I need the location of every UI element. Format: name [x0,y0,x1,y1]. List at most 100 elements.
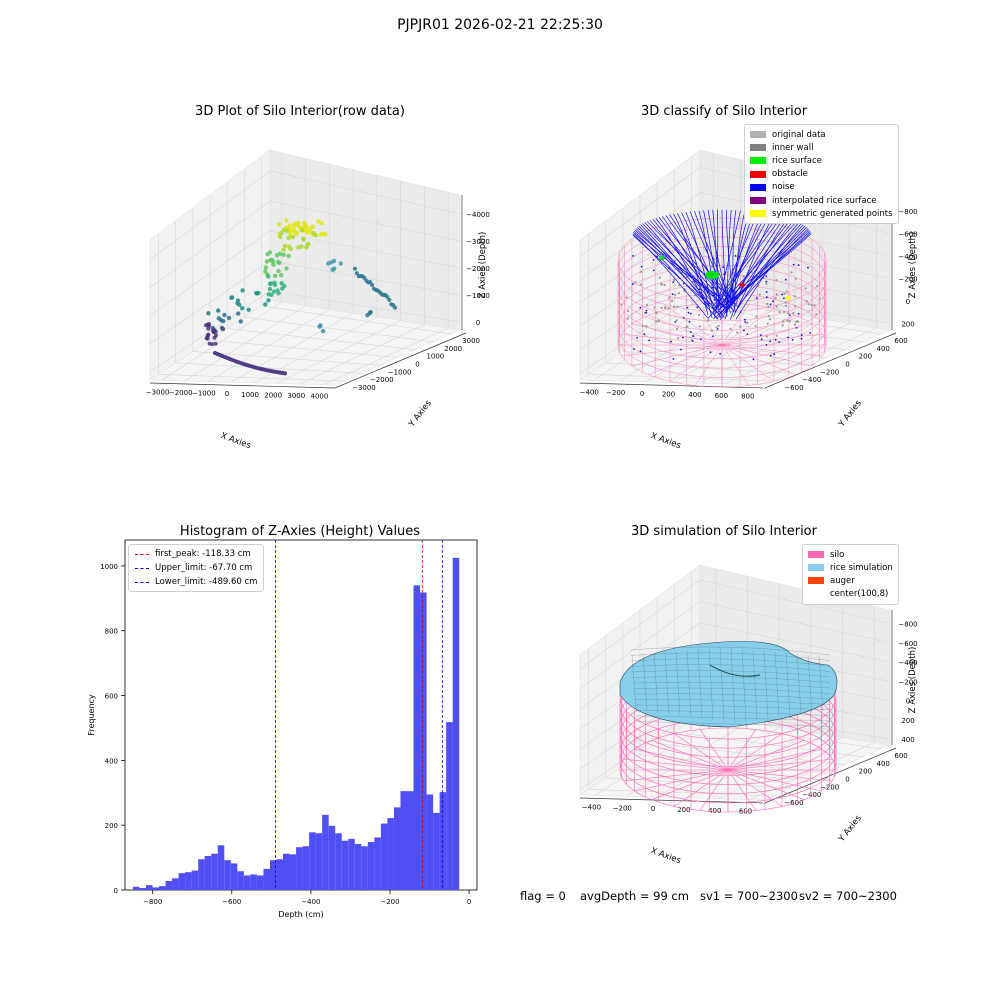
x-tick-label: −400 [580,388,599,396]
z-axis-label: Z Axies (Depth) [908,647,918,714]
rice-surface-mark [659,255,665,261]
noise-point [755,297,758,299]
mesh-line [630,658,831,667]
mesh-line [818,655,824,712]
z-axis-label: Z Axies (Depth) [908,232,918,299]
data-point [287,223,292,228]
legend-label: obstacle [772,169,808,180]
x-tick-label: 0 [651,805,655,813]
grey-point [787,312,790,315]
data-point [306,228,311,233]
z-tick-label: 200 [901,717,914,725]
histogram-bar [243,875,251,890]
histogram-bar [263,868,270,890]
grey-point [667,307,670,310]
histogram-bar [322,814,329,890]
histogram-bar [204,855,212,890]
grey-point [657,319,660,322]
grid-z-line [579,242,891,327]
grey-point [640,283,643,286]
histogram-bar [198,859,205,890]
noise-point [648,339,650,342]
grid-y-line [622,207,810,366]
grey-point [810,303,813,307]
panel3-title: Histogram of Z-Axies (Height) Values [179,524,421,539]
data-point [221,318,226,324]
data-point [274,253,280,258]
data-point [291,227,296,233]
grid-x-line [300,186,425,385]
grey-point [790,271,793,274]
noise-point [760,338,763,341]
histogram-bar [217,845,225,890]
silo-floor-spoke [727,740,805,771]
histogram-bar [433,812,440,890]
histogram-bar [439,792,447,890]
mesh-line [697,648,703,719]
mesh-line [653,652,659,713]
grey-point [639,270,642,273]
grey-point [676,305,679,308]
legend-label: rice simulation [830,562,893,573]
silo-floor-spoke [673,733,729,771]
y-tick-label: 600 [894,752,907,760]
grey-point [804,287,807,290]
x-axis-label: X Axies [649,431,682,451]
noise-point [781,293,784,296]
noise-point [672,281,675,283]
grey-point [793,295,796,298]
y-tick-label: 600 [105,693,118,701]
noise-point [632,283,634,285]
histogram-bar [348,838,355,890]
panel1-title: 3D Plot of Silo Interior(row data) [195,104,405,119]
mesh-line [633,687,831,694]
silo-floor-spoke [721,344,813,367]
noise-point [746,333,749,335]
legend-swatch [750,144,766,152]
noise-streak [669,214,730,303]
noise-point [682,317,685,319]
legend-line-swatch [135,581,149,583]
y-tick-label: 400 [877,760,890,768]
grid-x-line [230,169,354,383]
grey-point [645,325,648,328]
legend-label: rice surface [772,155,822,166]
silo-wireframe [617,217,827,388]
grey-point [698,325,701,328]
grid-z-line [579,579,891,670]
data-point [271,262,276,267]
mesh-line [664,651,670,715]
grey-point [627,309,630,312]
histogram-bar [380,823,388,890]
data-point [269,292,274,297]
floor-pane [149,299,462,386]
mesh-line [675,650,681,716]
histogram-bar [426,794,434,890]
noise-point [632,255,635,257]
grey-point [778,311,781,314]
legend-item: first_peak: -118.33 cm [135,547,257,561]
noise-point [711,286,714,289]
silo-floor-spoke [631,344,723,367]
grid-z-line [579,217,891,304]
grey-point [673,259,676,262]
data-point [286,235,291,241]
z-tick-label: 200 [901,320,914,328]
noise-point [682,282,685,285]
grey-point [625,296,628,299]
data-point [219,325,225,331]
noise-point [765,344,768,346]
silo-floor-spoke [727,769,805,800]
silo-floor-spoke [727,769,757,811]
data-point [272,280,277,285]
legend-label: silo [830,549,845,560]
data-point [281,247,286,252]
data-point [264,259,270,264]
grey-point [792,312,795,315]
grey-point [713,258,716,261]
histogram-bar [165,880,173,890]
data-point [284,218,289,223]
data-point [246,307,251,312]
silo-floor-spoke [727,748,822,771]
noise-streak [721,225,806,313]
